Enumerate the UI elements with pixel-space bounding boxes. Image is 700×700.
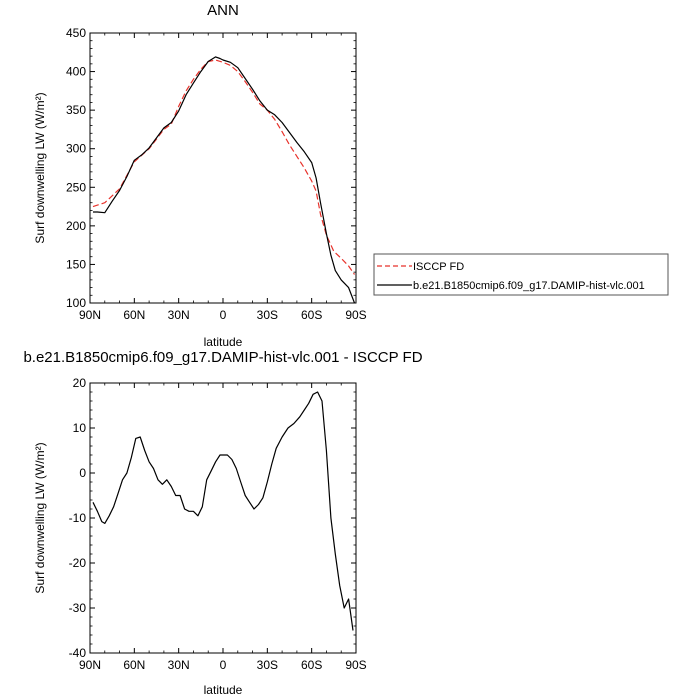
- bottom-y-tick-label: -40: [69, 646, 87, 660]
- legend-label-model: b.e21.B1850cmip6.f09_g17.DAMIP-hist-vlc.…: [413, 280, 645, 292]
- top-y-tick-label: 300: [66, 142, 86, 156]
- top-x-tick-label: 30N: [168, 308, 190, 322]
- legend-box: [373, 253, 669, 296]
- top-y-tick-label: 100: [66, 296, 86, 310]
- bottom-y-tick-label: 20: [73, 376, 87, 390]
- top-series-line-isccp: [92, 59, 355, 275]
- bottom-y-tick-label: 0: [79, 466, 86, 480]
- top-y-tick-label: 200: [66, 219, 86, 233]
- bottom-x-tick-label: 90N: [79, 658, 101, 672]
- bottom-x-ticks: 90N 60N 30N 0 30S 60S 90S: [79, 383, 367, 672]
- top-x-ticks: 90N 60N 30N 0 30S 60S 90S: [79, 33, 367, 322]
- top-panel: ANN 100 150 200 250 300 350 400 450 90N 60N 30N 0 3…: [33, 2, 669, 349]
- bottom-y-tick-label: -20: [69, 556, 87, 570]
- top-plot-frame: [89, 32, 357, 304]
- bottom-series-line-difference: [92, 391, 354, 631]
- top-x-axis-label: latitude: [204, 335, 243, 349]
- top-x-tick-label: 60N: [123, 308, 145, 322]
- legend-label-isccp: ISCCP FD: [413, 261, 464, 273]
- top-y-tick-label: 150: [66, 257, 86, 271]
- top-y-axis-label: Surf downwelling LW (W/m²): [33, 92, 47, 243]
- top-y-ticks: 100 150 200 250 300 350 400 450: [66, 26, 356, 310]
- top-x-tick-label: 30S: [257, 308, 278, 322]
- top-y-tick-label: 450: [66, 26, 86, 40]
- top-x-tick-label: 90N: [79, 308, 101, 322]
- bottom-y-axis-label: Surf downwelling LW (W/m²): [33, 442, 47, 593]
- bottom-x-axis-label: latitude: [204, 683, 243, 697]
- bottom-plot-frame: [89, 382, 357, 654]
- top-x-tick-label: 60S: [301, 308, 322, 322]
- bottom-panel-title: b.e21.B1850cmip6.f09_g17.DAMIP-hist-vlc.…: [23, 349, 422, 366]
- bottom-x-tick-label: 90S: [345, 658, 366, 672]
- bottom-x-tick-label: 30S: [257, 658, 278, 672]
- bottom-y-tick-label: -30: [69, 601, 87, 615]
- top-panel-title: ANN: [207, 2, 239, 19]
- bottom-x-tick-label: 30N: [168, 658, 190, 672]
- top-y-tick-label: 250: [66, 180, 86, 194]
- legend: ISCCP FD b.e21.B1850cmip6.f09_g17.DAMIP-…: [373, 253, 669, 296]
- bottom-y-ticks: -40 -30 -20 -10 0 10 20: [69, 376, 356, 660]
- bottom-series-lines: [92, 391, 354, 631]
- top-series-line-model: [93, 56, 356, 304]
- bottom-panel: b.e21.B1850cmip6.f09_g17.DAMIP-hist-vlc.…: [23, 349, 422, 697]
- bottom-y-tick-label: -10: [69, 511, 87, 525]
- top-x-tick-label: 0: [220, 308, 227, 322]
- bottom-x-tick-label: 60N: [123, 658, 145, 672]
- bottom-x-tick-label: 0: [220, 658, 227, 672]
- top-series-lines: [92, 56, 356, 304]
- top-y-tick-label: 350: [66, 103, 86, 117]
- top-y-tick-label: 400: [66, 65, 86, 79]
- bottom-y-tick-label: 10: [73, 421, 87, 435]
- top-x-tick-label: 90S: [345, 308, 366, 322]
- bottom-x-tick-label: 60S: [301, 658, 322, 672]
